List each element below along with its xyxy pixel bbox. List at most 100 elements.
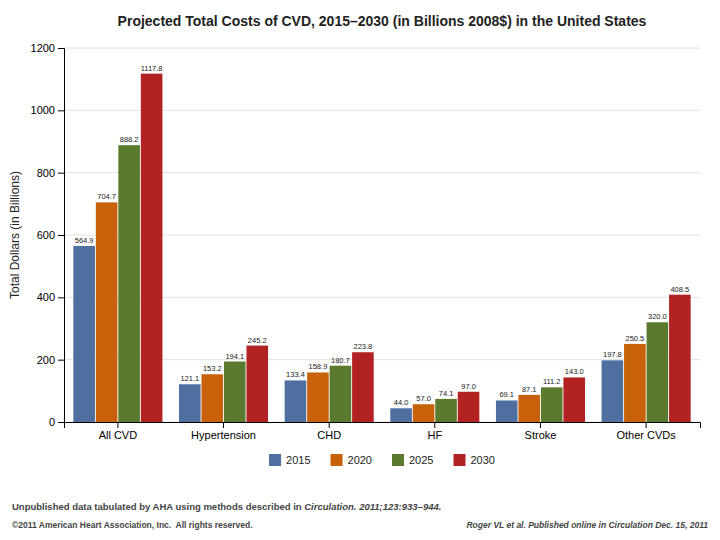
- legend-item: 2025: [392, 454, 433, 466]
- bar: [73, 246, 95, 422]
- tick-label: 1200: [31, 42, 55, 54]
- data-label: 180.7: [331, 356, 350, 365]
- bar: [118, 145, 140, 422]
- tick: 800: [37, 167, 64, 179]
- bar: [647, 322, 669, 422]
- legend-swatch: [269, 454, 281, 466]
- data-label: 194.1: [225, 352, 244, 361]
- bars: [73, 74, 690, 422]
- tick: 400: [37, 291, 64, 303]
- bar: [435, 399, 457, 422]
- legend-item: 2020: [331, 454, 372, 466]
- data-label: 143.0: [565, 367, 584, 376]
- legend-swatch: [453, 454, 465, 466]
- data-label: 87.1: [522, 385, 537, 394]
- footer: Unpublished data tabulated by AHA using …: [12, 501, 708, 530]
- data-label: 57.0: [416, 394, 431, 403]
- grid: [64, 48, 700, 422]
- tick: 1200: [31, 42, 64, 54]
- data-label: 111.2: [543, 377, 561, 386]
- bar: [141, 74, 163, 422]
- legend-label: 2020: [348, 454, 372, 466]
- tick-mark: [58, 235, 64, 236]
- data-label: 564.9: [75, 236, 94, 245]
- tick: 1000: [31, 104, 64, 116]
- tick-label: All CVD: [99, 429, 138, 441]
- tick-label: 1000: [31, 104, 55, 116]
- bar: [285, 380, 307, 422]
- bar: [307, 372, 329, 422]
- legend-label: 2030: [470, 454, 494, 466]
- title: Projected Total Costs of CVD, 2015–2030 …: [118, 13, 647, 29]
- bar: [413, 404, 435, 422]
- data-label: 74.1: [439, 389, 454, 398]
- data-label: 158.9: [309, 362, 328, 371]
- tick: 0: [49, 416, 64, 428]
- annotation: ©2011 American Heart Association, Inc. A…: [12, 520, 253, 530]
- annotation: Roger VL et al. Published online in Circ…: [466, 520, 708, 530]
- bar: [496, 400, 518, 422]
- tick-label: Hypertension: [191, 429, 256, 441]
- bar: [458, 392, 480, 422]
- data-label: 97.0: [461, 382, 476, 391]
- tick-label: 800: [37, 167, 55, 179]
- data-labels: 564.9121.1133.444.069.1197.8704.7153.215…: [75, 64, 689, 408]
- tick: Stroke: [525, 422, 557, 441]
- tick-label: CHD: [317, 429, 341, 441]
- tick-mark: [540, 422, 541, 428]
- bar: [669, 295, 691, 422]
- data-label: 69.1: [499, 390, 514, 399]
- y-axis-label: Total Dollars (in Billions): [8, 171, 22, 299]
- annotation: Unpublished data tabulated by AHA using …: [12, 501, 304, 512]
- data-label: 153.2: [203, 364, 222, 373]
- data-label: 888.2: [120, 135, 139, 144]
- tick-mark: [58, 48, 64, 49]
- bar: [96, 202, 118, 422]
- bar: [352, 352, 374, 422]
- tick-mark: [223, 422, 224, 428]
- data-label: 1117.8: [141, 64, 163, 73]
- tick: Hypertension: [191, 422, 256, 441]
- tick: All CVD: [99, 422, 138, 441]
- annotation: Circulation. 2011;123:933–944.: [304, 501, 441, 512]
- tick-mark: [646, 422, 647, 428]
- axis-line: [58, 49, 65, 423]
- tick-label: 400: [37, 291, 55, 303]
- tick-label: 600: [37, 229, 55, 241]
- tick-label: 200: [37, 354, 55, 366]
- tick-mark: [58, 360, 64, 361]
- x-axis: All CVD Hypertension CHD HF Stroke Other CVDs: [65, 422, 701, 441]
- legend-label: 2015: [286, 454, 310, 466]
- legend-item: 2015: [269, 454, 310, 466]
- tick: Other CVDs: [616, 422, 676, 441]
- data-label: 704.7: [97, 192, 116, 201]
- data-label: 197.8: [603, 350, 622, 359]
- bar-series: [118, 145, 668, 422]
- tick-mark: [58, 110, 64, 111]
- data-label: 408.5: [670, 285, 689, 294]
- axis-line: [65, 423, 701, 429]
- bar: [246, 346, 268, 422]
- legend-item: 2030: [453, 454, 494, 466]
- bar: [224, 362, 246, 422]
- bar: [330, 366, 352, 422]
- bar-series: [141, 74, 691, 422]
- bar: [201, 374, 223, 422]
- tick-label: Stroke: [525, 429, 557, 441]
- bar: [563, 377, 585, 422]
- legend-swatch: [392, 454, 404, 466]
- tick: 200: [37, 354, 64, 366]
- data-label: 250.5: [625, 334, 644, 343]
- tick: HF: [427, 422, 442, 441]
- tick: 600: [37, 229, 64, 241]
- tick-mark: [434, 422, 435, 428]
- plot: 564.9121.1133.444.069.1197.8704.7153.215…: [31, 42, 701, 441]
- bar-series: [96, 202, 646, 422]
- data-label: 320.0: [648, 312, 667, 321]
- legend-swatch: [331, 454, 343, 466]
- data-label: 223.8: [354, 342, 373, 351]
- tick-label: HF: [427, 429, 442, 441]
- grid-line: [64, 48, 700, 49]
- tick: CHD: [317, 422, 341, 441]
- legend-label: 2025: [409, 454, 433, 466]
